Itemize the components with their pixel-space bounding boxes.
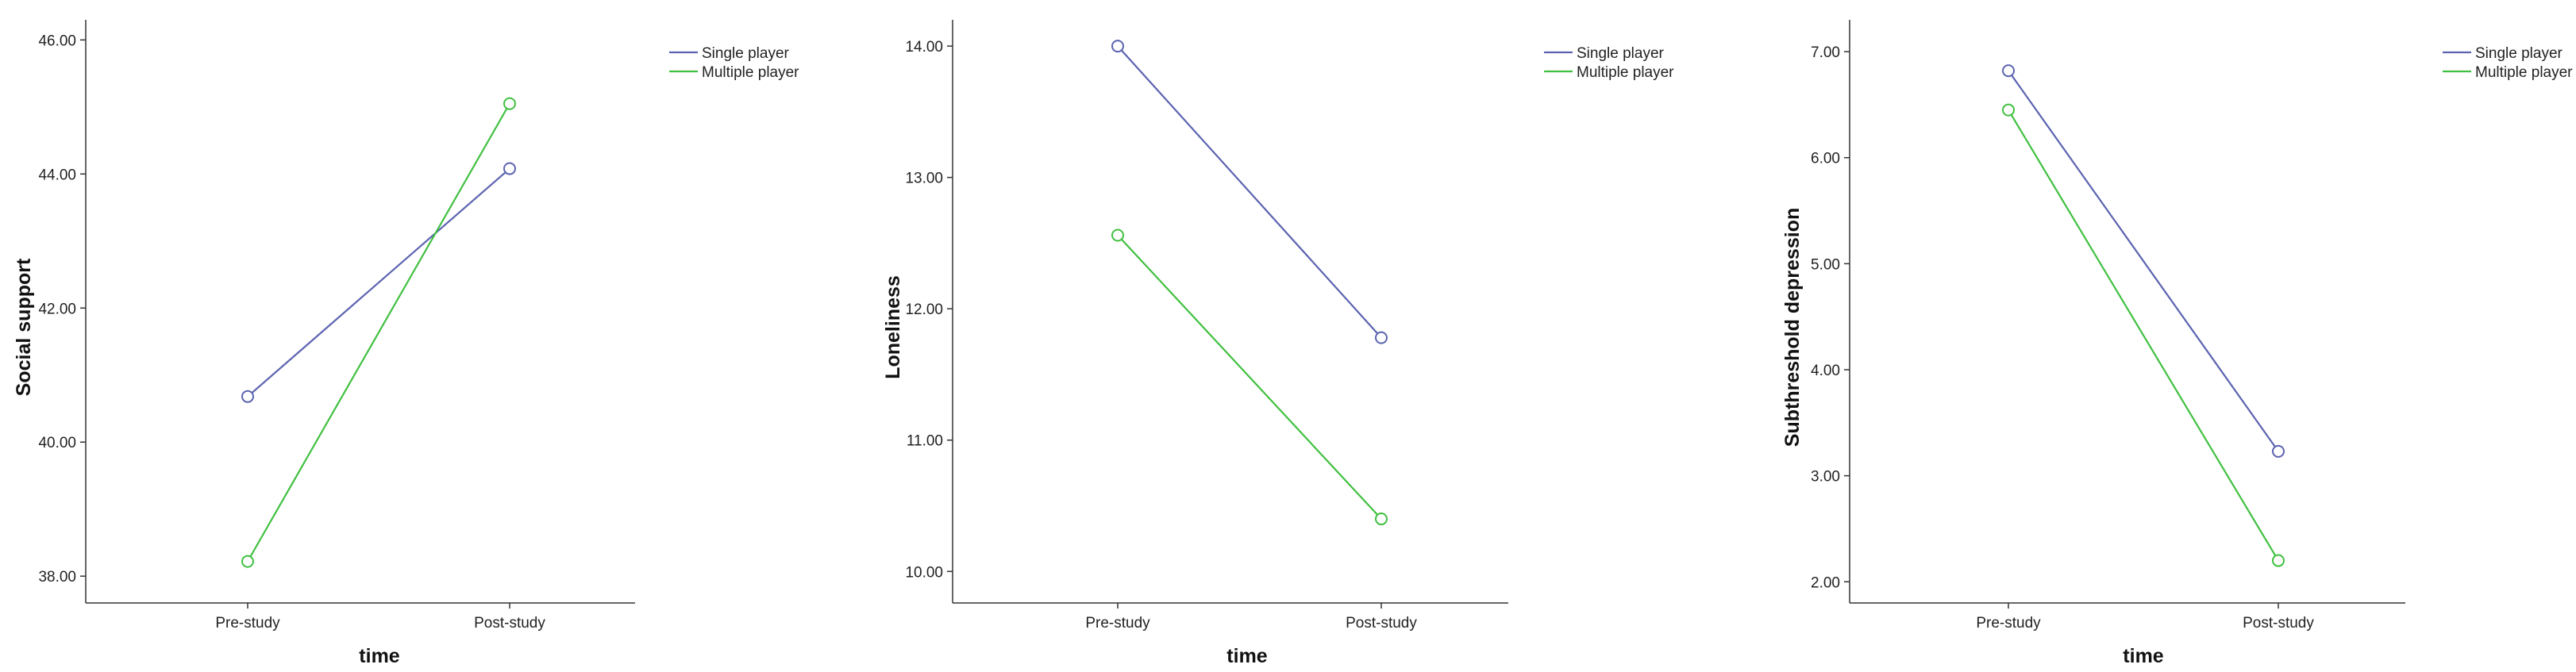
- series-line-1: [1117, 45, 1382, 339]
- legend-label: Multiple player: [702, 64, 799, 81]
- data-point: [2002, 103, 2015, 117]
- data-point: [1111, 228, 1124, 242]
- data-point: [2272, 444, 2285, 458]
- data-point: [241, 390, 254, 403]
- y-tick-label: 42.00: [38, 301, 76, 317]
- legend-label: Single player: [2475, 45, 2563, 62]
- data-point: [1375, 513, 1388, 526]
- y-tick-label: 38.00: [38, 569, 76, 586]
- y-tick-label: 10.00: [905, 564, 943, 581]
- data-point: [2272, 554, 2285, 567]
- y-axis-title: Subthreshold depression: [1781, 208, 1804, 447]
- y-tick-label: 11.00: [907, 433, 943, 450]
- y-axis-title: Loneliness: [882, 275, 904, 379]
- legend-label: Multiple player: [1577, 64, 1674, 81]
- data-point: [1375, 331, 1388, 344]
- data-point: [2002, 64, 2015, 78]
- y-tick-label: 13.00: [905, 171, 943, 187]
- x-tick-label: Pre-study: [215, 615, 280, 632]
- data-point: [1111, 40, 1124, 53]
- y-tick-label: 3.00: [1811, 469, 1840, 486]
- x-tick-label: Post-study: [474, 615, 545, 632]
- legend-label: Single player: [1577, 45, 1665, 62]
- x-axis-title: time: [359, 645, 400, 667]
- x-axis-title: time: [1226, 645, 1268, 667]
- series-line-2: [247, 103, 510, 563]
- series-line-2: [2008, 109, 2279, 562]
- legend-label: Multiple player: [2475, 64, 2573, 81]
- x-axis-title: time: [2123, 645, 2164, 667]
- y-tick-label: 7.00: [1811, 44, 1840, 61]
- series-line-1: [247, 167, 510, 397]
- y-tick-label: 12.00: [905, 301, 943, 318]
- legend: Single player Multiple player: [669, 45, 799, 81]
- y-tick-label: 4.00: [1811, 363, 1840, 379]
- y-tick-label: 14.00: [905, 39, 943, 56]
- legend: Single player Multiple player: [1544, 45, 1674, 81]
- y-tick-label: 46.00: [38, 33, 76, 49]
- series-line-1: [2008, 70, 2279, 452]
- data-point: [503, 97, 516, 110]
- x-tick-label: Post-study: [2243, 615, 2314, 632]
- x-tick-label: Post-study: [1346, 615, 1417, 632]
- chart-panel-2: 10.00 11.00 12.00 13.00 14.00 Pre-study Post-s…: [882, 20, 1674, 667]
- y-tick-label: 44.00: [38, 167, 76, 183]
- y-tick-label: 40.00: [38, 435, 76, 451]
- series-line-2: [1117, 234, 1382, 520]
- y-tick-label: 5.00: [1811, 256, 1840, 273]
- y-axis-title: Social support: [13, 258, 35, 396]
- y-tick-label: 2.00: [1811, 574, 1840, 591]
- chart-panel-3: 2.00 3.00 4.00 5.00 6.00 7.00 Pre-study Post-st…: [1781, 20, 2573, 667]
- data-point: [241, 555, 254, 568]
- chart-panel-1: 38.00 40.00 42.00 44.00 46.00 Pre-study Post-s…: [13, 20, 799, 667]
- y-tick-label: 6.00: [1811, 151, 1840, 167]
- legend-label: Single player: [702, 45, 790, 62]
- legend: Single player Multiple player: [2443, 45, 2573, 81]
- data-point: [503, 162, 516, 175]
- x-tick-label: Pre-study: [1976, 615, 2041, 632]
- x-tick-label: Pre-study: [1085, 615, 1150, 632]
